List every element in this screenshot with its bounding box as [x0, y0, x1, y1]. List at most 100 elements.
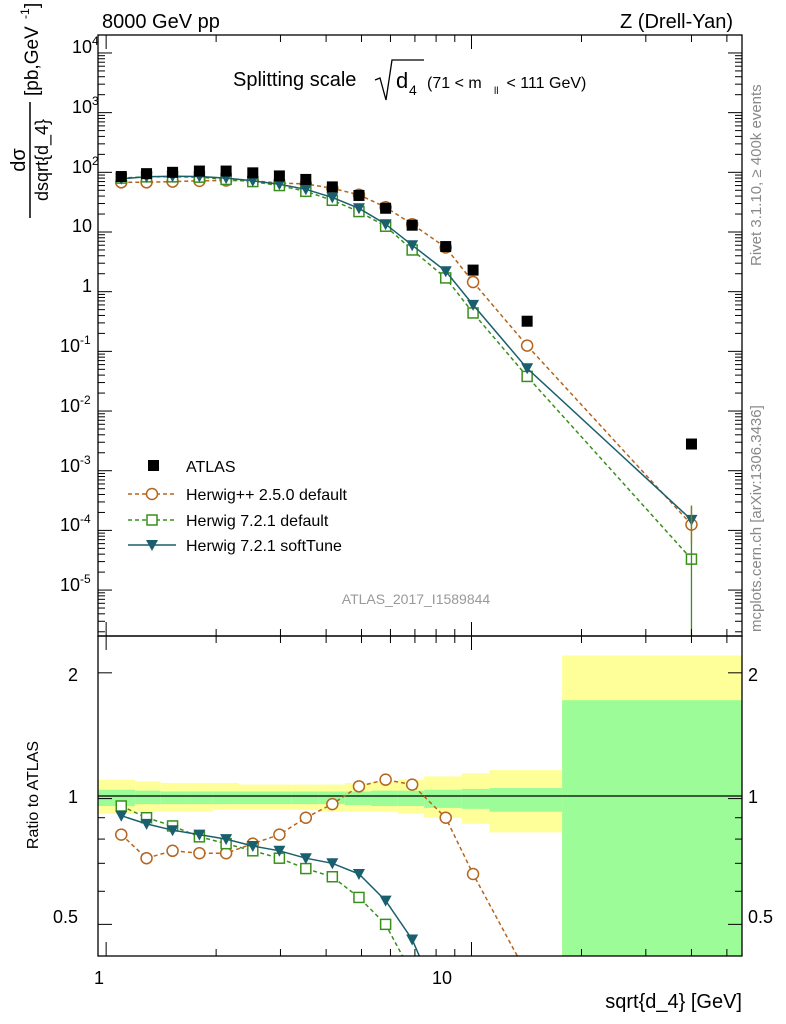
ratio-point-h721-default-11: [407, 969, 417, 979]
main-series-layer: [115, 165, 698, 636]
ratio-point-herwigpp-11: [405, 778, 419, 791]
ratio-point-herwigpp-8: [326, 797, 339, 811]
ratio-bands: [98, 655, 742, 956]
main-point-h721-soft-13: [467, 299, 480, 311]
band-inner-bin-11: [397, 790, 425, 807]
ratio-point-herwigpp-12: [439, 811, 452, 824]
legend-entry-atlas: ATLAS: [148, 459, 236, 476]
main-point-h721-soft-7: [299, 184, 312, 196]
svg-text:2: 2: [92, 154, 99, 168]
ratio-tick-0p5-left: 0.5: [53, 907, 78, 927]
ratio-point-h721-soft-0: [115, 810, 128, 822]
ratio-point-h721-soft-6: [273, 845, 286, 857]
legend-marker-atlas: [148, 460, 159, 471]
main-line-h721-soft: [121, 175, 693, 521]
legend-entry-herwigpp: Herwig++ 2.5.0 default: [128, 487, 348, 504]
band-inner-bin-9: [344, 791, 372, 806]
svg-text:4: 4: [92, 34, 99, 48]
ratio-tick-1-right: 1: [748, 787, 758, 807]
title-range-open: (71 < m: [427, 75, 482, 92]
band-inner-bin-14: [489, 788, 563, 812]
ratio-tick-2-left: 2: [68, 665, 78, 685]
svg-text:-3: -3: [80, 453, 91, 467]
title-var-sub: 4: [409, 82, 417, 98]
main-point-h721-soft-10: [379, 219, 392, 231]
ratio-point-h721-default-9: [353, 891, 365, 904]
ratio-tick-1-left: 1: [68, 787, 78, 807]
analysis-watermark: ATLAS_2017_I1589844: [342, 591, 491, 607]
main-point-atlas-7: [300, 173, 312, 185]
main-point-atlas-14: [521, 315, 533, 327]
ratio-point-herwigpp-13: [466, 867, 480, 881]
band-inner-bin-13: [461, 788, 490, 809]
y-tick-1e3: 10 3: [72, 94, 99, 117]
ratio-point-h721-soft-8: [326, 858, 339, 870]
ratio-point-h721-soft-2: [166, 825, 179, 837]
legend-label-atlas: ATLAS: [186, 459, 236, 476]
svg-text:10: 10: [72, 97, 92, 117]
header-right: Z (Drell-Yan): [620, 11, 733, 33]
ratio-point-herwigpp-9: [352, 780, 366, 793]
band-inner-bin-6: [265, 791, 292, 805]
y-tick-1e2: 10 2: [72, 154, 99, 177]
ylabel-main-close: ]: [22, 3, 43, 8]
ylabel-main-unit-sup: -1: [18, 8, 32, 19]
svg-text:1: 1: [82, 276, 92, 296]
y-tick-1e1: 10: [72, 216, 92, 236]
legend-label-herwigpp: Herwig++ 2.5.0 default: [186, 487, 348, 504]
svg-text:10: 10: [72, 37, 92, 57]
ratio-tick-0p5-right: 0.5: [748, 907, 773, 927]
svg-text:10: 10: [72, 216, 92, 236]
main-series-atlas: [115, 165, 697, 450]
y-ratio-tick-labels: 0.5 1 2 0.5 1 2: [53, 665, 773, 927]
ratio-point-h721-soft-3: [193, 829, 206, 841]
main-line-herwigpp: [121, 179, 693, 526]
ratio-frame: [97, 635, 743, 957]
ratio-series-h721-soft: [115, 810, 421, 956]
svg-text:-1: -1: [80, 333, 91, 347]
main-point-herwigpp-14: [520, 339, 534, 352]
ratio-point-h721-soft-4: [220, 834, 233, 846]
legend-entry-h721-default: Herwig 7.2.1 default: [128, 513, 329, 530]
svg-text:10: 10: [60, 456, 80, 476]
ratio-point-herwigpp-3: [193, 846, 206, 860]
band-inner-bin-4: [212, 791, 239, 805]
title-range-close: < 111 GeV): [502, 75, 586, 92]
x-tick-10: 10: [432, 968, 452, 988]
svg-text:10: 10: [60, 396, 80, 416]
main-point-atlas-1: [141, 168, 153, 180]
legend-marker-h721-default: [146, 514, 158, 526]
main-point-atlas-13: [467, 264, 479, 276]
y-tick-1e-3: 10 -3: [60, 453, 91, 476]
y-tick-1e-4: 10 -4: [60, 512, 91, 535]
y-tick-1e-2: 10 -2: [60, 393, 91, 416]
main-point-h721-soft-6: [273, 179, 286, 191]
main-point-h721-soft-5: [246, 175, 259, 187]
ratio-point-h721-default-10: [379, 918, 392, 931]
ratio-point-h721-soft-5: [246, 841, 259, 853]
ratio-point-h721-default-7: [300, 862, 312, 875]
ratio-point-h721-soft-10: [379, 895, 392, 907]
header-left: 8000 GeV pp: [102, 11, 220, 33]
main-point-atlas-0: [115, 171, 127, 183]
ylabel-main: dσ dsqrt{d_4} [pb,GeV -1 ]: [8, 3, 53, 218]
svg-text:10: 10: [60, 575, 80, 595]
ratio-point-herwigpp-6: [273, 828, 286, 841]
ratio-point-h721-soft-7: [299, 853, 312, 865]
ratio-tick-2-right: 2: [748, 665, 758, 685]
main-point-h721-soft-9: [352, 203, 365, 215]
x-tick-1: 1: [94, 968, 104, 988]
ratio-point-h721-default-12: [441, 1012, 451, 1022]
band-inner-bin-1: [135, 790, 161, 805]
ylabel-main-unit: [pb,GeV: [22, 26, 43, 96]
main-point-atlas-5: [247, 167, 259, 179]
title-prefix: Splitting scale: [233, 69, 356, 91]
legend-label-h721-soft: Herwig 7.2.1 softTune: [186, 538, 342, 555]
xlabel: sqrt{d_4} [GeV]: [605, 991, 742, 1013]
main-point-atlas-4: [220, 165, 232, 177]
main-series-herwigpp: [115, 174, 698, 531]
main-point-herwigpp-13: [466, 275, 480, 289]
band-inner-bin-2: [160, 791, 187, 805]
legend-label-h721-default: Herwig 7.2.1 default: [186, 513, 329, 530]
main-point-atlas-3: [193, 165, 205, 177]
